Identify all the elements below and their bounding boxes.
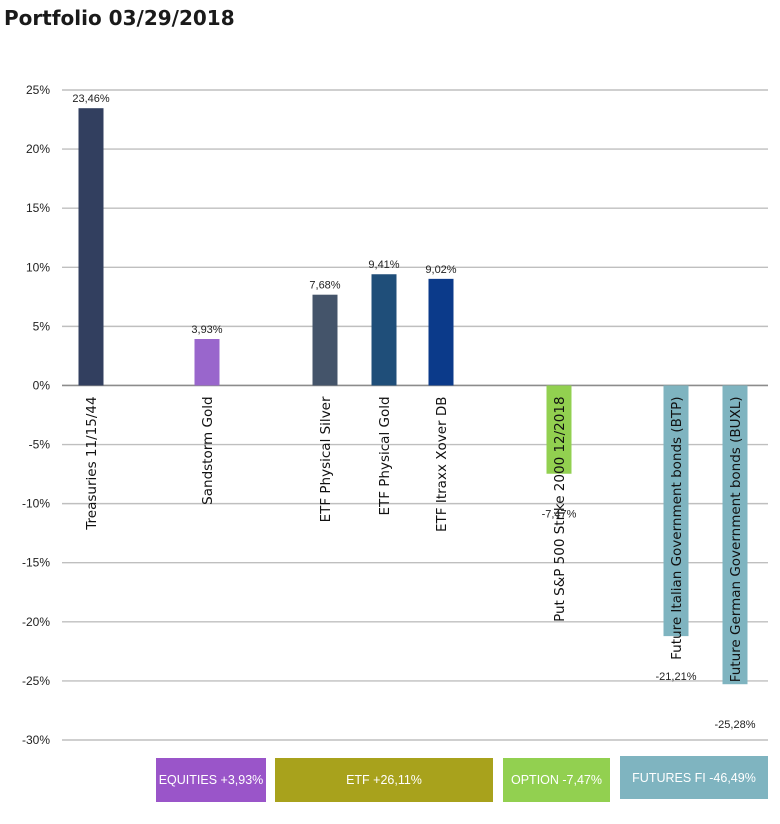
group-etf-label: ETF +26,11% [346, 773, 422, 787]
group-equities-box: EQUITIES +3,93% [156, 758, 266, 802]
data-label: 9,02% [425, 264, 456, 276]
group-futures-label: FUTURES FI -46,49% [632, 770, 756, 785]
y-tick-label: -10% [22, 497, 50, 511]
data-label: -25,28% [715, 719, 756, 731]
bar [312, 294, 338, 386]
bar [546, 385, 572, 474]
gridlines [62, 89, 768, 741]
bar [78, 108, 104, 386]
data-labels: 23,46% 3,93% 7,68% 9,41% 9,02% -7,47% -21,21% -… [72, 93, 755, 731]
category-label: Sandstorm Gold [200, 396, 216, 504]
bar [663, 385, 689, 637]
y-tick-label: 10% [26, 260, 50, 274]
y-tick-label: 5% [33, 319, 51, 333]
bar [722, 385, 748, 685]
group-futures-box: FUTURES FI -46,49% [620, 756, 768, 799]
group-etf-box: ETF +26,11% [275, 758, 493, 802]
bars [78, 108, 748, 685]
data-label: 9,41% [368, 259, 399, 271]
category-label: ETF Physical Silver [318, 396, 334, 522]
data-label: 23,46% [72, 93, 110, 105]
category-labels: Treasuries 11/15/44 Sandstorm Gold ETF Phy… [84, 396, 744, 682]
chart-title: Portfolio 03/29/2018 [4, 6, 235, 30]
data-label: -7,47% [542, 509, 577, 521]
category-label: Future German Government bonds (BUXL) [728, 396, 744, 682]
bar [371, 274, 397, 386]
data-label: 3,93% [191, 324, 222, 336]
y-tick-label: 25% [26, 83, 50, 97]
y-tick-label: -20% [22, 615, 50, 629]
y-tick-label: -15% [22, 556, 50, 570]
y-tick-label: -5% [29, 438, 51, 452]
y-tick-label: 20% [26, 142, 50, 156]
y-tick-label: 0% [33, 378, 51, 392]
group-option-label: OPTION -7,47% [511, 773, 602, 787]
group-equities-label: EQUITIES +3,93% [158, 773, 264, 787]
y-tick-label: -25% [22, 674, 50, 688]
y-tick-label: -30% [22, 733, 50, 747]
category-label: Future Italian Government bonds (BTP) [669, 396, 685, 659]
group-option-box: OPTION -7,47% [503, 758, 610, 802]
y-tick-label: 15% [26, 201, 50, 215]
category-label: Put S&P 500 Strike 2000 12/2018 [552, 396, 568, 621]
bar [428, 278, 454, 386]
data-label: -21,21% [656, 671, 697, 683]
data-label: 7,68% [309, 280, 340, 292]
category-label: Treasuries 11/15/44 [84, 396, 100, 530]
bar [194, 339, 220, 386]
category-label: ETF Itraxx Xover DB [434, 396, 450, 532]
y-axis: 25% 20% 15% 10% 5% 0% -5% -10% -15% -20% -25% -30% [22, 83, 50, 747]
category-label: ETF Physical Gold [377, 396, 393, 515]
